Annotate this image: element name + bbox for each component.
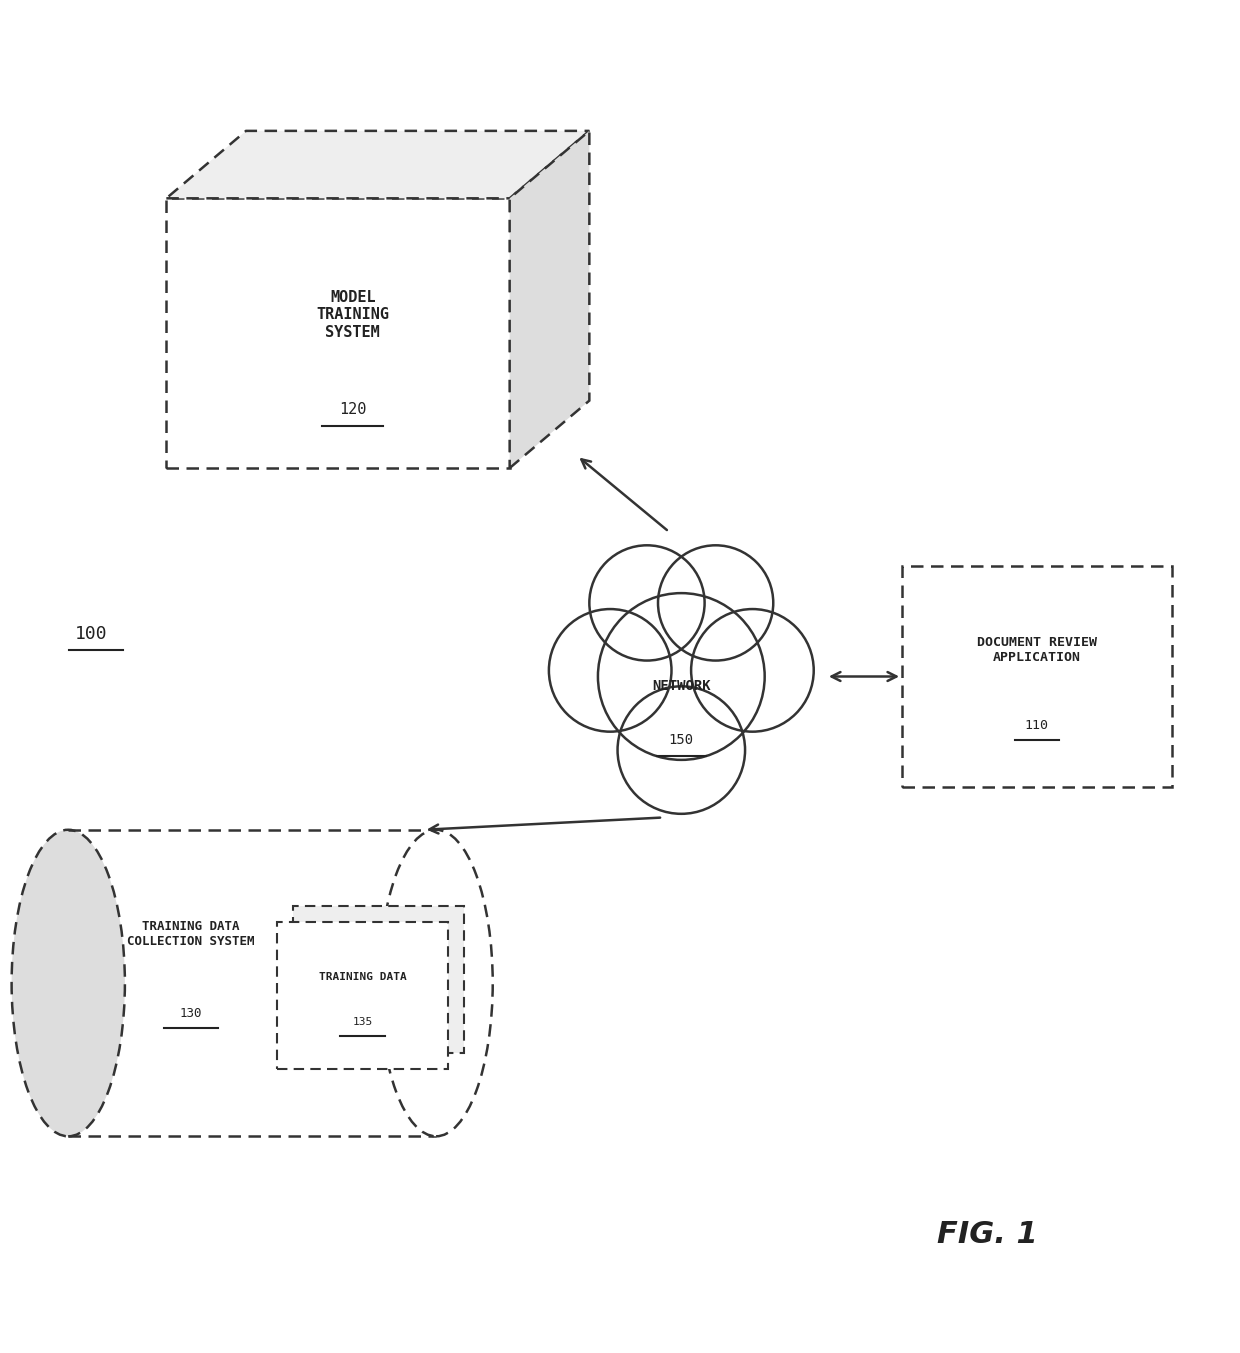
Polygon shape [166, 131, 589, 199]
Circle shape [589, 545, 704, 660]
Circle shape [549, 609, 672, 732]
Circle shape [618, 686, 745, 813]
Text: 110: 110 [1025, 718, 1049, 732]
Polygon shape [166, 199, 510, 468]
Text: TRAINING DATA: TRAINING DATA [319, 971, 407, 982]
Text: 130: 130 [180, 1007, 202, 1020]
Circle shape [691, 609, 813, 732]
Polygon shape [901, 566, 1172, 787]
Text: 120: 120 [339, 402, 366, 417]
Circle shape [658, 545, 774, 660]
Polygon shape [510, 131, 589, 468]
Text: NETWORK: NETWORK [652, 679, 711, 693]
Text: 150: 150 [668, 733, 694, 747]
Ellipse shape [379, 829, 492, 1137]
Text: TRAINING DATA
COLLECTION SYSTEM: TRAINING DATA COLLECTION SYSTEM [128, 920, 254, 948]
Text: 135: 135 [352, 1017, 373, 1027]
Text: 100: 100 [74, 625, 107, 643]
Text: MODEL
TRAINING
SYSTEM: MODEL TRAINING SYSTEM [316, 290, 389, 340]
Polygon shape [68, 829, 436, 1137]
Polygon shape [293, 905, 464, 1053]
Ellipse shape [11, 829, 125, 1137]
Text: FIG. 1: FIG. 1 [937, 1220, 1038, 1249]
Circle shape [598, 593, 765, 760]
Polygon shape [277, 921, 449, 1069]
Text: DOCUMENT REVIEW
APPLICATION: DOCUMENT REVIEW APPLICATION [977, 636, 1097, 663]
